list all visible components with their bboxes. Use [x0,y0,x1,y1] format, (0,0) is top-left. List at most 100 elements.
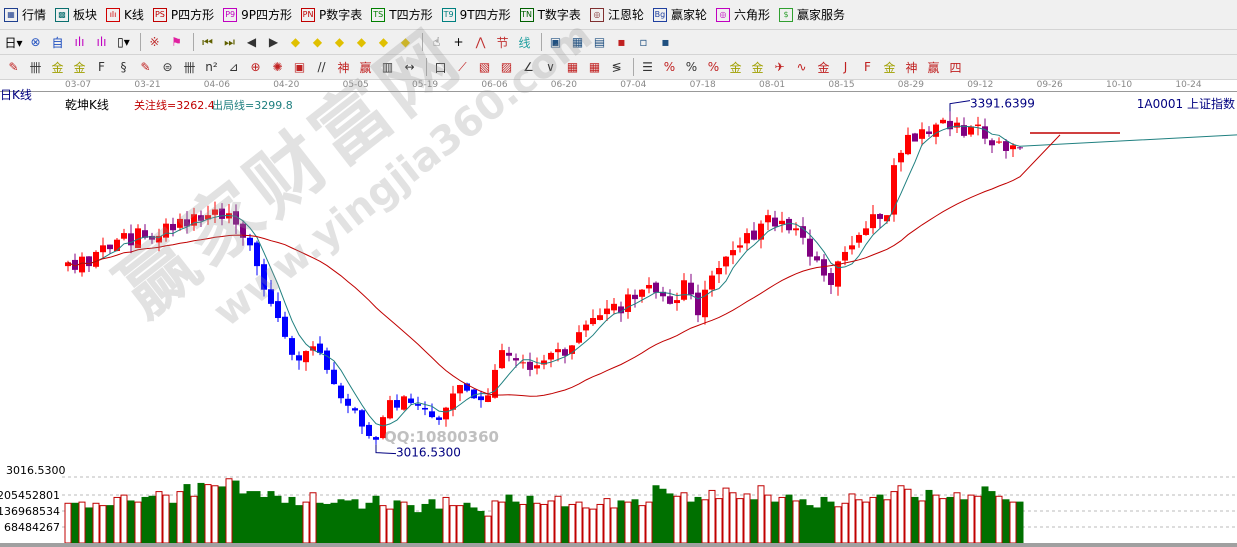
menu-item[interactable]: PN P数字表 [301,6,362,23]
menu-item[interactable]: PS P四方形 [152,6,214,23]
table-icon[interactable]: ▥ [381,60,394,74]
marker-icon[interactable]: ✎ [140,60,151,74]
grid-red-icon[interactable]: ▦ [566,60,579,74]
custom-icon[interactable]: 自 [51,35,64,50]
festival-icon[interactable]: 节 [496,35,509,50]
menu-item[interactable]: T9 9T四方形 [441,6,511,23]
candle [891,165,897,215]
fib-icon[interactable]: F [98,60,105,74]
zoom-right-icon[interactable]: ◆ [312,35,323,49]
ying-fan-icon[interactable]: 赢 [927,60,940,75]
box-fan-icon[interactable]: ▧ [478,60,491,74]
candle [821,259,827,276]
shrink-icon[interactable]: ◆ [356,35,367,49]
j-fan-icon[interactable]: J [843,60,848,74]
expand-all-icon[interactable]: ◆ [378,35,389,49]
notes-icon[interactable]: ▤ [593,35,606,49]
f-fan-icon[interactable]: F [864,60,871,74]
menu-item[interactable]: ılı K线 [106,6,144,23]
period-day-dropdown[interactable]: 日▾ [4,35,23,50]
flag-icon[interactable]: ⚑ [171,35,182,49]
angle-fan-icon[interactable]: ∠ [523,60,534,74]
ying-icon[interactable]: 赢 [359,60,372,75]
kline-chart[interactable]: 3391.6399 3016.5300 3016.5300 205452801 1369… [0,92,1237,543]
network-icon[interactable]: ▫ [639,35,648,49]
menu-item[interactable]: P9 9P四方形 [223,6,292,23]
grid-lines-icon[interactable]: 卌 [29,60,42,75]
grid-red2-icon[interactable]: ▦ [588,60,601,74]
four-fan-icon[interactable]: 四 [949,60,962,75]
calendar-icon[interactable]: ▣ [549,35,562,49]
kline3-icon[interactable]: ılı [74,35,85,49]
shen-icon[interactable]: 神 [337,60,350,75]
gold-red-icon[interactable]: 金 [817,60,830,75]
gold-fan-icon[interactable]: 金 [883,60,896,75]
box-icon[interactable]: ▣ [293,60,306,74]
hand-icon[interactable]: ☝ [432,35,441,49]
rocket-icon[interactable]: ✈ [774,60,785,74]
wave-icon[interactable]: ∨ [546,60,555,74]
spiral-icon[interactable]: § [120,60,127,74]
menu-item[interactable]: $ 赢家服务 [778,6,845,23]
multi-line-icon[interactable]: ≶ [611,60,622,74]
shrink-all-icon[interactable]: ◆ [400,35,411,49]
bottom-scrollbar[interactable] [0,543,1237,547]
volume-bar [729,492,737,543]
target-icon[interactable]: ⊕ [250,60,261,74]
percent-icon[interactable]: % [685,60,698,74]
square-icon[interactable]: n² [205,60,218,74]
box-fan2-icon[interactable]: ▨ [500,60,513,74]
candle [877,214,883,219]
percent-lines-icon[interactable]: % [707,60,720,74]
last-icon[interactable]: ⏭ [224,34,235,49]
zoom-left-icon[interactable]: ◆ [290,35,301,49]
parallel-icon[interactable]: // [317,60,326,74]
menu-item[interactable]: TS T四方形 [371,6,433,23]
overlay-icon[interactable]: ※ [149,35,160,49]
prev-icon[interactable]: ◀ [246,35,257,49]
circle-grid-icon[interactable]: ⊜ [162,60,173,74]
menu-item[interactable]: TN T数字表 [519,6,581,23]
menu-item[interactable]: ▦ 行情 [4,6,46,23]
computer-icon[interactable]: ▪ [661,35,670,49]
candle-type-dropdown[interactable]: ▯▾ [117,35,130,49]
gold-lines-icon[interactable]: 金 [751,60,764,75]
candle [345,398,351,406]
pen-icon[interactable]: ✎ [8,60,19,74]
kline9-icon[interactable]: ılı [96,35,107,49]
volume-bar [169,502,177,543]
angle-icon[interactable]: ⊿ [228,60,239,74]
fan-icon[interactable]: ⟋ [458,59,467,74]
exchange-icon[interactable]: ⊗ [30,35,41,49]
volume-bar [274,495,282,543]
volume-bar [204,484,212,543]
next-icon[interactable]: ▶ [268,35,279,49]
menu-item[interactable]: Bg 赢家轮 [652,6,707,23]
gold-grid2-icon[interactable]: 金 [73,60,86,75]
menu-item[interactable]: ▩ 板块 [55,6,97,23]
line-icon[interactable]: 线 [518,35,531,50]
candle [765,215,771,223]
sine-icon[interactable]: ∿ [796,60,807,74]
width-icon[interactable]: ↔ [404,60,415,74]
menu-item[interactable]: ◎ 六角形 [715,6,770,23]
menu-item[interactable]: ◎ 江恩轮 [589,6,644,23]
first-icon[interactable]: ⏮ [202,34,213,49]
hash-icon[interactable]: 卌 [183,60,196,75]
percent-slash-icon[interactable]: % [663,60,676,74]
save-icon[interactable]: ▪ [617,35,626,49]
volume-bar [491,500,499,543]
gold-grid-icon[interactable]: 金 [51,60,64,75]
star-icon[interactable]: ✺ [272,60,283,74]
candle [303,351,309,363]
candle [856,234,862,243]
calculator-icon[interactable]: ▦ [571,35,584,49]
expand-icon[interactable]: ◆ [334,35,345,49]
shen-fan-icon[interactable]: 神 [905,60,918,75]
list-icon[interactable]: ☰ [642,60,653,74]
trend-icon[interactable]: ⋀ [475,35,486,49]
candle [296,355,302,361]
crosshair-icon[interactable]: + [453,35,464,49]
gold-circle-icon[interactable]: 金 [729,60,742,75]
frame-icon[interactable]: 口 [434,60,447,75]
